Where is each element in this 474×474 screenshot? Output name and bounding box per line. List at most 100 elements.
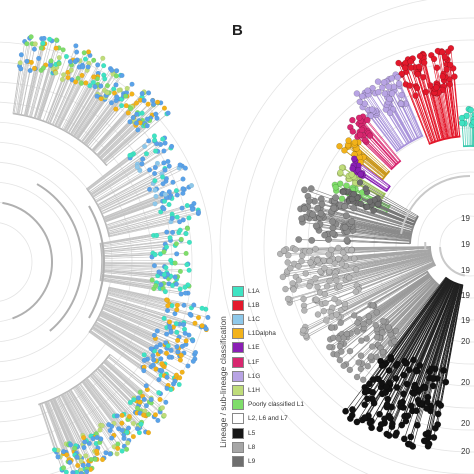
legend-item: L1C bbox=[232, 312, 260, 326]
branch bbox=[443, 285, 462, 371]
branch bbox=[367, 283, 438, 367]
tip bbox=[156, 390, 162, 396]
branch bbox=[99, 365, 137, 402]
tip bbox=[180, 176, 186, 182]
branch bbox=[94, 324, 145, 356]
branch bbox=[66, 78, 98, 133]
branch bbox=[77, 384, 111, 431]
tip bbox=[90, 79, 96, 86]
branch bbox=[378, 200, 417, 220]
tip bbox=[180, 190, 186, 196]
branch bbox=[333, 276, 431, 355]
tip bbox=[75, 75, 81, 81]
tip bbox=[186, 239, 192, 245]
tip bbox=[63, 469, 69, 474]
tip bbox=[81, 50, 87, 56]
tip bbox=[125, 425, 132, 431]
branch bbox=[353, 176, 385, 196]
tip bbox=[326, 343, 333, 351]
branch bbox=[368, 278, 448, 392]
legend-label: L9 bbox=[248, 457, 256, 465]
branch bbox=[96, 121, 131, 156]
tip bbox=[94, 448, 100, 454]
branch bbox=[370, 283, 437, 357]
tip bbox=[173, 321, 179, 327]
branch bbox=[108, 288, 185, 306]
tip bbox=[384, 395, 392, 403]
tip bbox=[107, 428, 113, 434]
tip bbox=[111, 90, 117, 96]
tip bbox=[349, 406, 356, 413]
branch bbox=[368, 133, 397, 165]
tip bbox=[290, 286, 297, 293]
branch bbox=[55, 78, 79, 127]
branch bbox=[101, 363, 139, 399]
branch bbox=[93, 147, 172, 198]
branch bbox=[100, 232, 179, 246]
year-tick-label: 19 bbox=[461, 316, 470, 325]
branch bbox=[354, 142, 389, 173]
time-ring bbox=[0, 61, 193, 463]
branch bbox=[100, 189, 150, 213]
branch bbox=[405, 283, 457, 422]
tip bbox=[392, 375, 400, 382]
branch bbox=[373, 210, 414, 226]
legend-swatch bbox=[232, 384, 244, 396]
tip bbox=[128, 106, 134, 112]
tip bbox=[173, 372, 179, 378]
tip bbox=[301, 205, 308, 213]
branch bbox=[103, 362, 164, 417]
branch bbox=[93, 170, 140, 200]
branch bbox=[303, 259, 433, 306]
tip bbox=[182, 290, 189, 296]
tip bbox=[314, 311, 322, 318]
branch bbox=[89, 105, 127, 149]
branch bbox=[53, 398, 77, 446]
tip bbox=[162, 167, 168, 173]
tip bbox=[145, 411, 152, 417]
branch bbox=[419, 56, 443, 140]
tip bbox=[98, 96, 104, 102]
branch bbox=[419, 282, 455, 366]
tip bbox=[61, 72, 67, 78]
time-ring bbox=[0, 121, 133, 403]
branch bbox=[72, 388, 101, 431]
tip bbox=[395, 59, 402, 67]
branch bbox=[100, 312, 156, 339]
tip bbox=[364, 87, 371, 94]
tip bbox=[169, 143, 175, 149]
tip bbox=[425, 440, 433, 448]
branch bbox=[103, 193, 162, 218]
legend-swatch bbox=[232, 299, 244, 311]
year-tick-label: 19 bbox=[461, 240, 470, 249]
branch bbox=[91, 151, 159, 196]
branch bbox=[102, 308, 187, 345]
branch bbox=[423, 62, 444, 140]
branch bbox=[95, 322, 154, 356]
branch bbox=[101, 256, 153, 259]
tip bbox=[153, 283, 159, 289]
branch bbox=[92, 112, 129, 152]
branch bbox=[66, 76, 98, 132]
tip bbox=[108, 100, 115, 106]
tip bbox=[99, 457, 106, 463]
tip bbox=[340, 362, 347, 369]
branch bbox=[90, 330, 144, 368]
branch bbox=[58, 83, 82, 129]
tip bbox=[343, 236, 351, 244]
tip bbox=[397, 399, 405, 407]
branch bbox=[108, 221, 171, 236]
tip bbox=[338, 348, 345, 355]
tip bbox=[131, 397, 137, 403]
tip bbox=[353, 328, 361, 335]
tip bbox=[328, 246, 335, 254]
tip bbox=[336, 356, 344, 364]
tip bbox=[367, 112, 375, 120]
tip bbox=[73, 43, 79, 49]
branch bbox=[108, 288, 178, 306]
tip bbox=[353, 373, 361, 381]
tip bbox=[186, 267, 192, 273]
year-tick-label: 19 bbox=[461, 291, 470, 300]
branch bbox=[74, 386, 101, 426]
branch bbox=[20, 43, 36, 115]
